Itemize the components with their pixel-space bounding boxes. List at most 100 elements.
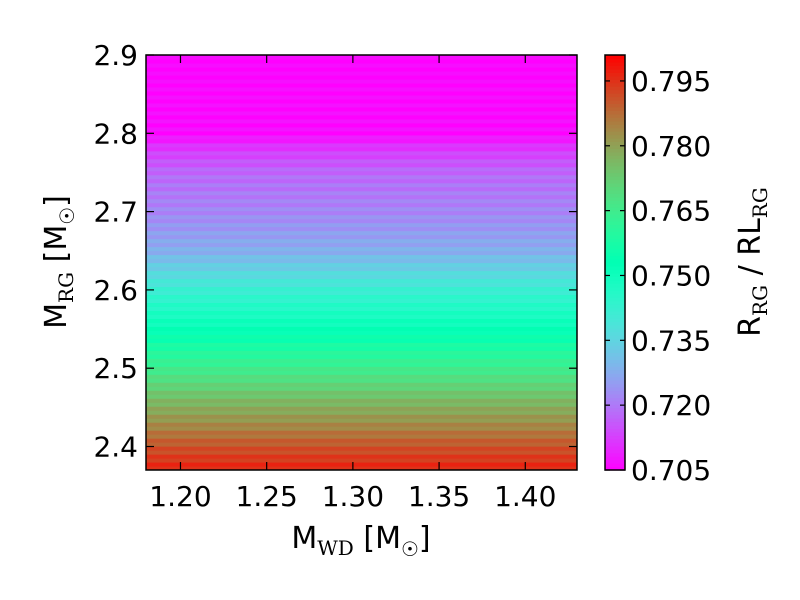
colorbar-segment xyxy=(605,231,625,236)
colorbar-segment xyxy=(605,259,625,264)
colorbar-tick-label: 0.750 xyxy=(631,259,711,292)
colorbar-segment xyxy=(605,428,625,433)
colorbar-segment xyxy=(605,269,625,274)
heatmap-band xyxy=(146,194,577,200)
colorbar-segment xyxy=(605,134,625,139)
colorbar-segment xyxy=(605,452,625,457)
heatmap-band xyxy=(146,274,577,280)
colorbar-segment xyxy=(605,335,625,340)
colorbar-tick-label: 0.795 xyxy=(631,65,711,98)
heatmap-band xyxy=(146,362,577,367)
heatmap-band xyxy=(146,350,577,355)
colorbar-segment xyxy=(605,290,625,295)
colorbar-segment xyxy=(605,151,625,156)
colorbar-segment xyxy=(605,383,625,388)
colorbar-segment xyxy=(605,324,625,329)
colorbar-segment xyxy=(605,176,625,181)
colorbar-segment xyxy=(605,234,625,239)
heatmap-band xyxy=(146,166,577,172)
colorbar-segment xyxy=(605,103,625,108)
heatmap-band xyxy=(146,55,577,60)
colorbar-segment xyxy=(605,265,625,271)
colorbar-segment xyxy=(605,283,625,288)
heatmap-band xyxy=(146,146,577,152)
heatmap-band xyxy=(146,78,577,84)
heatmap-band xyxy=(146,338,577,343)
colorbar-segment xyxy=(605,158,625,163)
heatmap-band xyxy=(146,230,577,236)
colorbar-segment xyxy=(605,182,625,188)
colorbar-segment xyxy=(605,89,625,94)
colorbar-segment xyxy=(605,297,625,302)
heatmap-band xyxy=(146,170,577,176)
colorbar-segment xyxy=(605,193,625,198)
heatmap-band xyxy=(146,466,577,470)
colorbar-segment xyxy=(605,456,625,461)
heatmap-band xyxy=(146,270,577,276)
heatmap-band xyxy=(146,98,577,104)
heatmap-band xyxy=(146,386,577,391)
colorbar-segment xyxy=(605,310,625,315)
heatmap-band xyxy=(146,114,577,120)
heatmap-band xyxy=(146,86,577,92)
heatmap-band xyxy=(146,418,577,423)
heatmap-band xyxy=(146,370,577,375)
colorbar-segment xyxy=(605,210,625,215)
colorbar-segment xyxy=(605,411,625,416)
colorbar-segment xyxy=(605,72,625,77)
colorbar-segment xyxy=(605,359,625,364)
heatmap-band xyxy=(146,330,577,335)
heatmap-band xyxy=(146,234,577,240)
colorbar-segment xyxy=(605,307,625,312)
colorbar-segment xyxy=(605,79,625,84)
heatmap-band xyxy=(146,178,577,184)
colorbar-segment xyxy=(605,200,625,205)
heatmap-band xyxy=(146,106,577,112)
heatmap-band xyxy=(146,262,577,268)
heatmap-band xyxy=(146,382,577,387)
x-axis: 1.20 1.25 1.30 1.35 1.40 xyxy=(149,55,556,513)
heatmap-band xyxy=(146,74,577,80)
colorbar-tick-label: 0.765 xyxy=(631,195,711,228)
heatmap-band xyxy=(146,426,577,431)
colorbar-segment xyxy=(605,328,625,333)
colorbar-ticks: 0.705 0.720 0.735 0.750 0.765 0.780 0.795 xyxy=(605,65,711,487)
x-tick-label: 1.30 xyxy=(322,480,384,513)
heatmap-band xyxy=(146,306,577,311)
heatmap-band xyxy=(146,186,577,192)
colorbar-segment xyxy=(605,238,625,243)
heatmap-band xyxy=(146,134,577,140)
colorbar-segment xyxy=(605,438,625,443)
colorbar-segment xyxy=(605,345,625,350)
colorbar-segment xyxy=(605,459,625,464)
colorbar-segment xyxy=(605,124,625,129)
y-tick-label: 2.6 xyxy=(93,274,138,307)
colorbar-tick-label: 0.780 xyxy=(631,130,711,163)
heatmap-band xyxy=(146,410,577,415)
colorbar-segment xyxy=(605,65,625,70)
colorbar-segment xyxy=(605,431,625,437)
heatmap-band xyxy=(146,302,577,307)
colorbar-segment xyxy=(605,214,625,219)
heatmap-band xyxy=(146,218,577,224)
heatmap-band xyxy=(146,226,577,232)
colorbar-segment xyxy=(605,400,625,405)
colorbar-segment xyxy=(605,442,625,447)
colorbar-segment xyxy=(605,61,625,66)
colorbar-segment xyxy=(605,99,625,105)
x-tick-label: 1.40 xyxy=(494,480,556,513)
y-tick-label: 2.4 xyxy=(93,431,138,464)
colorbar-segment xyxy=(605,189,625,194)
colorbar-segment xyxy=(605,217,625,222)
heatmap-band xyxy=(146,406,577,411)
heatmap-band xyxy=(146,90,577,96)
colorbar-segment xyxy=(605,293,625,298)
heatmap-band xyxy=(146,266,577,272)
colorbar-segment xyxy=(605,93,625,98)
colorbar-segment xyxy=(605,203,625,208)
y-axis-label: MRG [M☉] xyxy=(39,195,79,329)
heatmap-band xyxy=(146,390,577,395)
colorbar-segment xyxy=(605,300,625,305)
colorbar-segment xyxy=(605,355,625,360)
heatmap-band xyxy=(146,242,577,248)
